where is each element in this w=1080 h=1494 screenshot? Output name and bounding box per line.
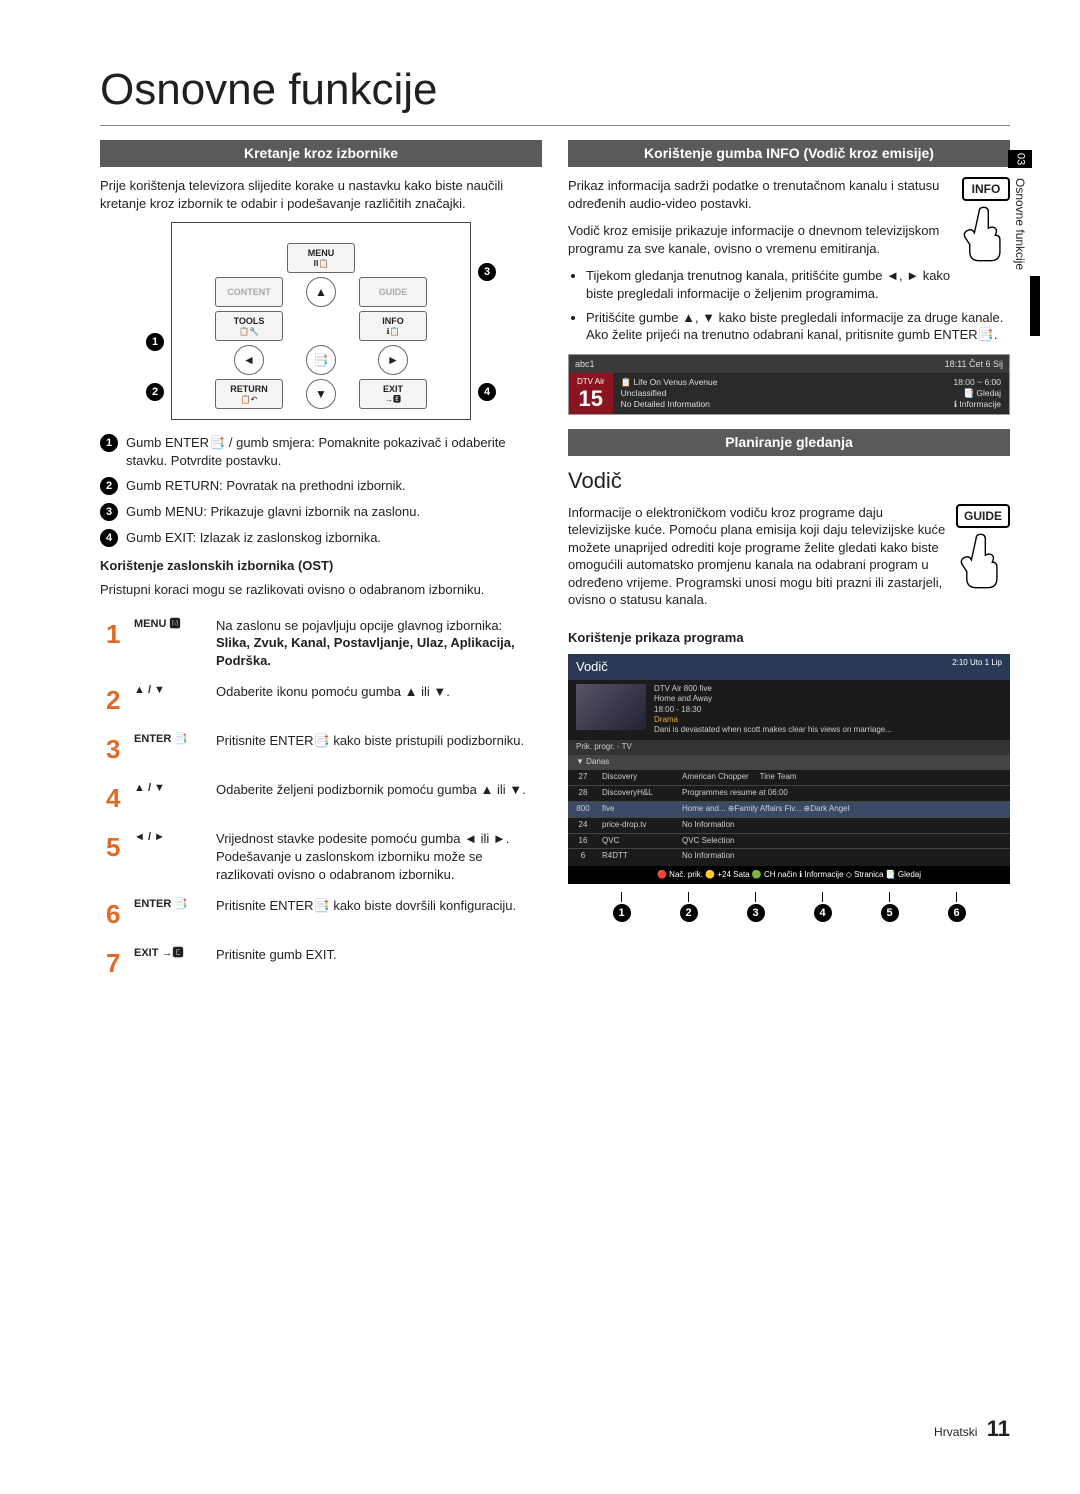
btn-left: ◄ <box>234 345 264 375</box>
section-head-plan: Planiranje gledanja <box>568 429 1010 456</box>
btn-down: ▼ <box>306 379 336 409</box>
legend-3: Gumb MENU: Prikazuje glavni izbornik na … <box>126 503 420 521</box>
bullet-1: Tijekom gledanja trenutnog kanala, priti… <box>586 267 1010 302</box>
info-label: INFO <box>962 177 1010 201</box>
banner-range: 18:00 ~ 6:00 <box>953 377 1001 388</box>
btn-exit: EXIT <box>383 383 403 395</box>
info-para1: Prikaz informacija sadrži podatke o tren… <box>568 177 1010 212</box>
btn-guide: GUIDE <box>379 286 408 298</box>
step7-desc: Pritisnite gumb EXIT. <box>212 940 540 987</box>
tab-number: 03 <box>1008 150 1033 168</box>
remote-legend: 1Gumb ENTER📑 / gumb smjera: Pomaknite po… <box>100 434 542 547</box>
tab-text: Osnovne funkcije <box>1009 172 1031 276</box>
btn-enter: 📑 <box>306 345 336 375</box>
btn-menu: MENU <box>308 247 335 259</box>
footer-page: 11 <box>987 1416 1010 1441</box>
vodic-para: Informacije o elektroničkom vodiču kroz … <box>568 504 1010 609</box>
info-bullets: Tijekom gledanja trenutnog kanala, priti… <box>568 267 1010 343</box>
banner-watch: Gledaj <box>976 388 1001 398</box>
banner-time: 18:11 Čet 6 Sij <box>945 358 1003 370</box>
prikaz-head: Korištenje prikaza programa <box>568 629 1010 647</box>
tab-marker <box>1030 276 1040 336</box>
guide-screenshot: Vodič 2:10 Uto 1 Lip DTV Air 800 five Ho… <box>568 654 1010 884</box>
gs-tab: Prik. progr. - TV <box>576 742 632 751</box>
gs-footer: 🔴 Nač. prik. 🟡 +24 Sata 🟢 CH način ℹ Inf… <box>568 866 1010 885</box>
marker-4: 4 <box>478 383 496 401</box>
guide-button-graphic: GUIDE <box>956 504 1010 595</box>
step2-desc: Odaberite ikonu pomoću gumba ▲ ili ▼. <box>212 677 540 724</box>
info-para2: Vodič kroz emisije prikazuje informacije… <box>568 222 1010 257</box>
gs-desc: Dani is devastated when scott makes clea… <box>654 725 892 735</box>
step6-desc: Pritisnite ENTER📑 kako biste dovršili ko… <box>212 891 540 938</box>
btn-info: INFO <box>382 315 404 327</box>
step4-desc: Odaberite željeni podizbornik pomoću gum… <box>212 775 540 822</box>
btn-up: ▲ <box>306 277 336 307</box>
gs-range: 18:00 - 18:30 <box>654 705 892 715</box>
legend-4: Gumb EXIT: Izlazak iz zaslonskog izborni… <box>126 529 381 547</box>
side-tab: 03 Osnovne funkcije <box>1008 150 1032 276</box>
ost-para: Pristupni koraci mogu se razlikovati ovi… <box>100 581 542 599</box>
gs-table: 27DiscoveryAmerican Chopper Tine Team 28… <box>568 769 1010 864</box>
info-banner: abc1 18:11 Čet 6 Sij DTV Air 15 📋 Life O… <box>568 354 1010 415</box>
vodic-head: Vodič <box>568 466 1010 496</box>
legend-2: Gumb RETURN: Povratak na prethodni izbor… <box>126 477 406 495</box>
step1-opts: Slika, Zvuk, Kanal, Postavljanje, Ulaz, … <box>216 635 515 668</box>
steps-table: 1MENU 🅼 Na zaslonu se pojavljuju opcije … <box>100 609 542 990</box>
step1-desc: Na zaslonu se pojavljuju opcije glavnog … <box>216 618 502 633</box>
banner-title: Life On Venus Avenue <box>634 377 718 387</box>
gs-thumb <box>576 684 646 730</box>
btn-tools: TOOLS <box>234 315 265 327</box>
step5-desc: Vrijednost stavke podesite pomoću gumba … <box>212 824 540 889</box>
gs-genre: Drama <box>654 715 892 725</box>
gs-prog: Home and Away <box>654 694 892 704</box>
marker-2: 2 <box>146 383 164 401</box>
page-title: Osnovne funkcije <box>100 60 1010 126</box>
banner-info: Informacije <box>959 399 1001 409</box>
info-button-graphic: INFO <box>962 177 1010 268</box>
gs-title: Vodič <box>576 658 608 676</box>
ost-head: Korištenje zaslonskih izbornika (OST) <box>100 557 542 575</box>
step3-desc: Pritisnite ENTER📑 kako biste pristupili … <box>212 726 540 773</box>
btn-return: RETURN <box>230 383 268 395</box>
section-head-nav: Kretanje kroz izbornike <box>100 140 542 167</box>
gs-ch: DTV Air 800 five <box>654 684 892 694</box>
gs-time: 2:10 Uto 1 Lip <box>952 658 1002 676</box>
banner-channel: abc1 <box>575 358 595 370</box>
guide-markers: 1 2 3 4 5 6 <box>568 884 1010 922</box>
page-footer: Hrvatski 11 <box>934 1414 1010 1444</box>
marker-3: 3 <box>478 263 496 281</box>
bullet-2: Pritišćite gumbe ▲, ▼ kako biste pregled… <box>586 309 1010 344</box>
banner-detail: No Detailed Information <box>621 399 938 410</box>
remote-diagram: 1 2 3 4 MENUⅢ📋 CONTENT ▲ GUIDE TOOLS📋🔧 I… <box>171 222 471 420</box>
banner-num: 15 <box>577 388 605 410</box>
banner-class: Unclassified <box>621 388 938 399</box>
btn-right: ► <box>378 345 408 375</box>
marker-1: 1 <box>146 333 164 351</box>
legend-1: Gumb ENTER📑 / gumb smjera: Pomaknite pok… <box>126 434 542 469</box>
gs-today: Danas <box>586 757 609 766</box>
btn-content: CONTENT <box>227 286 271 298</box>
footer-lang: Hrvatski <box>934 1425 977 1439</box>
section-head-info: Korištenje gumba INFO (Vodič kroz emisij… <box>568 140 1010 167</box>
intro-para: Prije korištenja televizora slijedite ko… <box>100 177 542 212</box>
guide-label: GUIDE <box>956 504 1010 528</box>
